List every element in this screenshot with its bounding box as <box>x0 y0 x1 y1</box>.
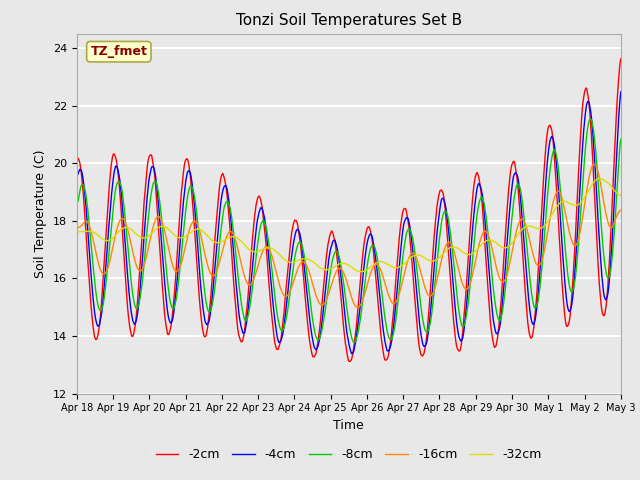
-32cm <box>223 236 230 242</box>
-8cm <box>351 339 358 345</box>
-16cm <box>83 218 90 224</box>
-32cm <box>83 228 90 234</box>
-4cm <box>223 185 230 191</box>
-16cm <box>223 234 230 240</box>
-32cm <box>358 269 366 275</box>
-16cm <box>194 223 202 228</box>
-16cm <box>431 283 439 289</box>
-2cm <box>431 219 439 225</box>
-32cm <box>596 176 604 181</box>
-4cm <box>617 89 625 95</box>
-8cm <box>587 116 595 121</box>
-8cm <box>194 222 202 228</box>
-2cm <box>194 276 202 282</box>
Y-axis label: Soil Temperature (C): Soil Temperature (C) <box>35 149 47 278</box>
-8cm <box>83 197 90 203</box>
-8cm <box>617 136 625 142</box>
-16cm <box>416 264 424 270</box>
Legend: -2cm, -4cm, -8cm, -16cm, -32cm: -2cm, -4cm, -8cm, -16cm, -32cm <box>151 443 547 466</box>
-16cm <box>139 266 147 272</box>
X-axis label: Time: Time <box>333 419 364 432</box>
-2cm <box>617 56 625 62</box>
-2cm <box>346 359 354 364</box>
-16cm <box>354 304 362 310</box>
-32cm <box>617 192 625 198</box>
-8cm <box>223 199 230 204</box>
-4cm <box>83 212 90 218</box>
Line: -4cm: -4cm <box>77 92 621 354</box>
-4cm <box>431 248 439 253</box>
-8cm <box>416 292 424 298</box>
Line: -16cm: -16cm <box>77 164 621 307</box>
-16cm <box>617 207 625 213</box>
-2cm <box>416 346 424 351</box>
Text: TZ_fmet: TZ_fmet <box>90 45 147 58</box>
Line: -8cm: -8cm <box>77 119 621 342</box>
-2cm <box>139 223 147 228</box>
Title: Tonzi Soil Temperatures Set B: Tonzi Soil Temperatures Set B <box>236 13 462 28</box>
-4cm <box>348 351 356 357</box>
-32cm <box>194 226 202 232</box>
-2cm <box>223 188 230 194</box>
-32cm <box>73 229 81 235</box>
-4cm <box>139 253 147 259</box>
-4cm <box>194 245 202 251</box>
-4cm <box>416 321 424 326</box>
-4cm <box>73 173 81 179</box>
Line: -32cm: -32cm <box>77 179 621 272</box>
Line: -2cm: -2cm <box>77 59 621 361</box>
-2cm <box>83 240 90 245</box>
-8cm <box>139 276 147 282</box>
-8cm <box>431 276 439 282</box>
-16cm <box>73 225 81 231</box>
-16cm <box>591 161 598 167</box>
-32cm <box>139 235 147 240</box>
-32cm <box>431 257 439 263</box>
-2cm <box>73 156 81 162</box>
-8cm <box>73 200 81 206</box>
-32cm <box>416 252 424 258</box>
